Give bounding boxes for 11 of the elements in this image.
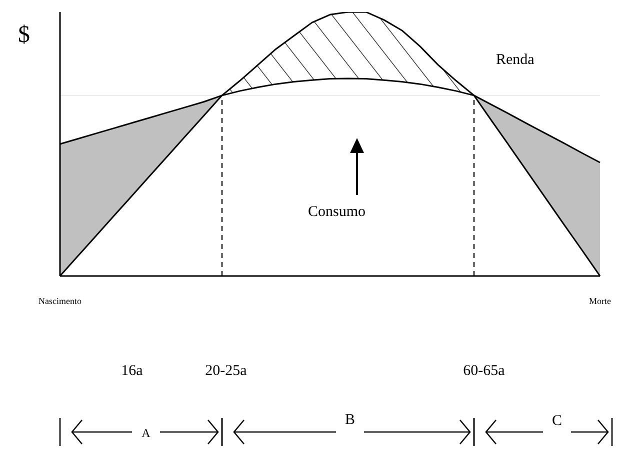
text: B <box>344 412 356 428</box>
text: A <box>142 426 151 440</box>
text: Consumo <box>308 204 366 221</box>
text: 60-65a <box>463 363 506 379</box>
y-axis-title: $ <box>18 22 30 49</box>
x-tick-label: Nascimento <box>38 296 82 306</box>
x-tick-label: Morte <box>589 296 611 306</box>
text: C <box>552 413 562 429</box>
text: Renda <box>496 52 534 69</box>
text: 16a <box>121 363 144 379</box>
text: 20-25a <box>205 363 248 379</box>
